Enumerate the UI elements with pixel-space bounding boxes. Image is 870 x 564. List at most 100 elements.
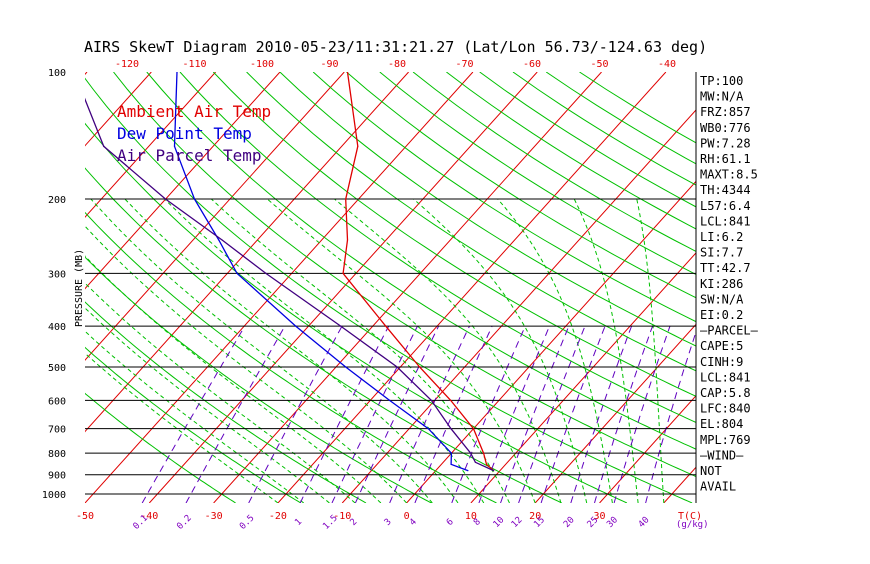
- data-point-ambient-air-temp: [486, 464, 487, 465]
- chart-title: AIRS SkewT Diagram 2010-05-23/11:31:21.2…: [84, 38, 707, 56]
- y-axis-label: PRESSURE (MB): [74, 249, 85, 327]
- stat-entry: NOT: [700, 464, 722, 478]
- data-point-dew-point-temp: [345, 366, 346, 367]
- mixing-ratio-tick-label: 30: [605, 515, 620, 530]
- data-point-dew-point-temp: [218, 239, 219, 240]
- pressure-tick-label: 100: [48, 68, 66, 79]
- stat-entry: SI:7.7: [700, 246, 743, 260]
- mixing-ratio-tick-label: 10: [492, 515, 507, 530]
- top-temp-tick-label: -60: [523, 59, 541, 70]
- isotherm-line: [0, 72, 23, 503]
- mixing-ratio-tick-label: 20: [562, 515, 577, 530]
- top-temp-tick-label: -40: [658, 59, 676, 70]
- data-point-dew-point-temp: [451, 464, 452, 465]
- stat-entry: MW:N/A: [700, 90, 744, 104]
- mixing-ratio-line: [186, 326, 285, 503]
- stat-entry: FRZ:857: [700, 105, 751, 119]
- bottom-temp-tick-label: -20: [269, 511, 287, 522]
- pressure-tick-label: 1000: [42, 490, 66, 501]
- data-point-ambient-air-temp: [419, 366, 420, 367]
- stat-entry: CAP:5.8: [700, 386, 751, 400]
- mixing-ratio-line: [479, 326, 550, 503]
- data-point-air-parcel-temp: [470, 453, 471, 454]
- data-point-air-parcel-temp: [222, 239, 223, 240]
- mixing-ratio-line: [390, 326, 470, 503]
- mixing-ratio-tick-label: 6: [445, 517, 456, 528]
- dry-adiabat-line: [513, 72, 870, 503]
- stat-entry: CAPE:5: [700, 339, 743, 353]
- stat-entry: MAXT:8.5: [700, 168, 758, 182]
- data-point-dew-point-temp: [451, 453, 452, 454]
- data-point-air-parcel-temp: [450, 428, 451, 429]
- isotherm-line: [471, 72, 859, 503]
- data-point-air-parcel-temp: [397, 366, 398, 367]
- isotherm-line: [278, 72, 666, 503]
- data-point-ambient-air-temp: [343, 273, 344, 274]
- top-temp-tick-label: -110: [182, 59, 206, 70]
- moist-adiabat-line: [165, 199, 484, 503]
- mixing-ratio-tick-label: 2: [349, 517, 360, 528]
- top-temp-tick-label: -70: [455, 59, 473, 70]
- data-point-air-parcel-temp: [431, 400, 432, 401]
- data-point-ambient-air-temp: [473, 428, 474, 429]
- mixing-ratio-tick-label: 0.2: [175, 513, 194, 532]
- data-point-ambient-air-temp: [385, 326, 386, 327]
- dry-adiabat-line: [413, 72, 870, 503]
- mixing-ratio-tick-label: 3: [383, 517, 394, 528]
- pressure-tick-label: 300: [48, 269, 66, 280]
- dry-adiabat-line: [180, 72, 870, 503]
- legend-entry-air-parcel-temp: Air Parcel Temp: [117, 146, 262, 165]
- pressure-tick-label: 200: [48, 195, 66, 206]
- series-line-ambient-air-temp: [343, 72, 494, 471]
- stat-entry: TT:42.7: [700, 261, 751, 275]
- data-point-ambient-air-temp: [483, 453, 484, 454]
- data-point-ambient-air-temp: [345, 199, 346, 200]
- data-point-air-parcel-temp: [265, 273, 266, 274]
- data-point-dew-point-temp: [467, 470, 468, 471]
- data-point-air-parcel-temp: [103, 146, 104, 147]
- moist-adiabat-line: [0, 199, 278, 503]
- stat-entry: KI:286: [700, 277, 743, 291]
- mixing-ratio-tick-label: 40: [637, 515, 652, 530]
- mixing-ratio-line: [332, 326, 418, 503]
- legend-entry-dew-point-temp: Dew Point Temp: [117, 124, 252, 143]
- top-temp-tick-label: -80: [388, 59, 406, 70]
- stat-entry: SW:N/A: [700, 292, 744, 306]
- stat-entry: PW:7.28: [700, 136, 751, 150]
- data-point-air-parcel-temp: [340, 326, 341, 327]
- data-point-air-parcel-temp: [165, 199, 166, 200]
- stat-entry: WB0:776: [700, 121, 751, 135]
- moist-adiabat-line: [267, 199, 535, 503]
- data-point-air-parcel-temp: [475, 462, 476, 463]
- mixing-ratio-tick-label: 4: [408, 517, 419, 528]
- mixing-ratio-line: [415, 326, 492, 503]
- stat-entry: AVAIL: [700, 480, 736, 494]
- data-point-dew-point-temp: [194, 199, 195, 200]
- pressure-tick-label: 700: [48, 425, 66, 436]
- bottom-temp-tick-label: -50: [76, 511, 94, 522]
- moist-adiabat-line: [91, 199, 432, 503]
- isotherm-line: [214, 72, 602, 503]
- stability-index-panel: TP:100MW:N/AFRZ:857WB0:776PW:7.28RH:61.1…: [700, 74, 759, 494]
- stat-entry: EL:804: [700, 417, 743, 431]
- data-point-dew-point-temp: [389, 400, 390, 401]
- dry-adiabat-line: [380, 72, 870, 503]
- stat-entry: TH:4344: [700, 183, 751, 197]
- mixing-ratio-line: [646, 326, 698, 503]
- stat-entry: LI:6.2: [700, 230, 743, 244]
- dry-adiabat-line: [247, 72, 870, 503]
- stat-entry: LCL:841: [700, 370, 751, 384]
- stat-entry: EI:0.2: [700, 308, 743, 322]
- top-temp-tick-label: -100: [250, 59, 274, 70]
- stat-entry: LCL:841: [700, 214, 751, 228]
- pressure-tick-label: 800: [48, 449, 66, 460]
- data-point-ambient-air-temp: [357, 146, 358, 147]
- legend: Ambient Air Temp Dew Point Temp Air Parc…: [117, 102, 271, 165]
- pressure-tick-label: 600: [48, 396, 66, 407]
- stat-entry: L57:6.4: [700, 199, 751, 213]
- isotherm-line: [664, 72, 870, 503]
- mixing-units-label: (g/kg): [676, 520, 709, 530]
